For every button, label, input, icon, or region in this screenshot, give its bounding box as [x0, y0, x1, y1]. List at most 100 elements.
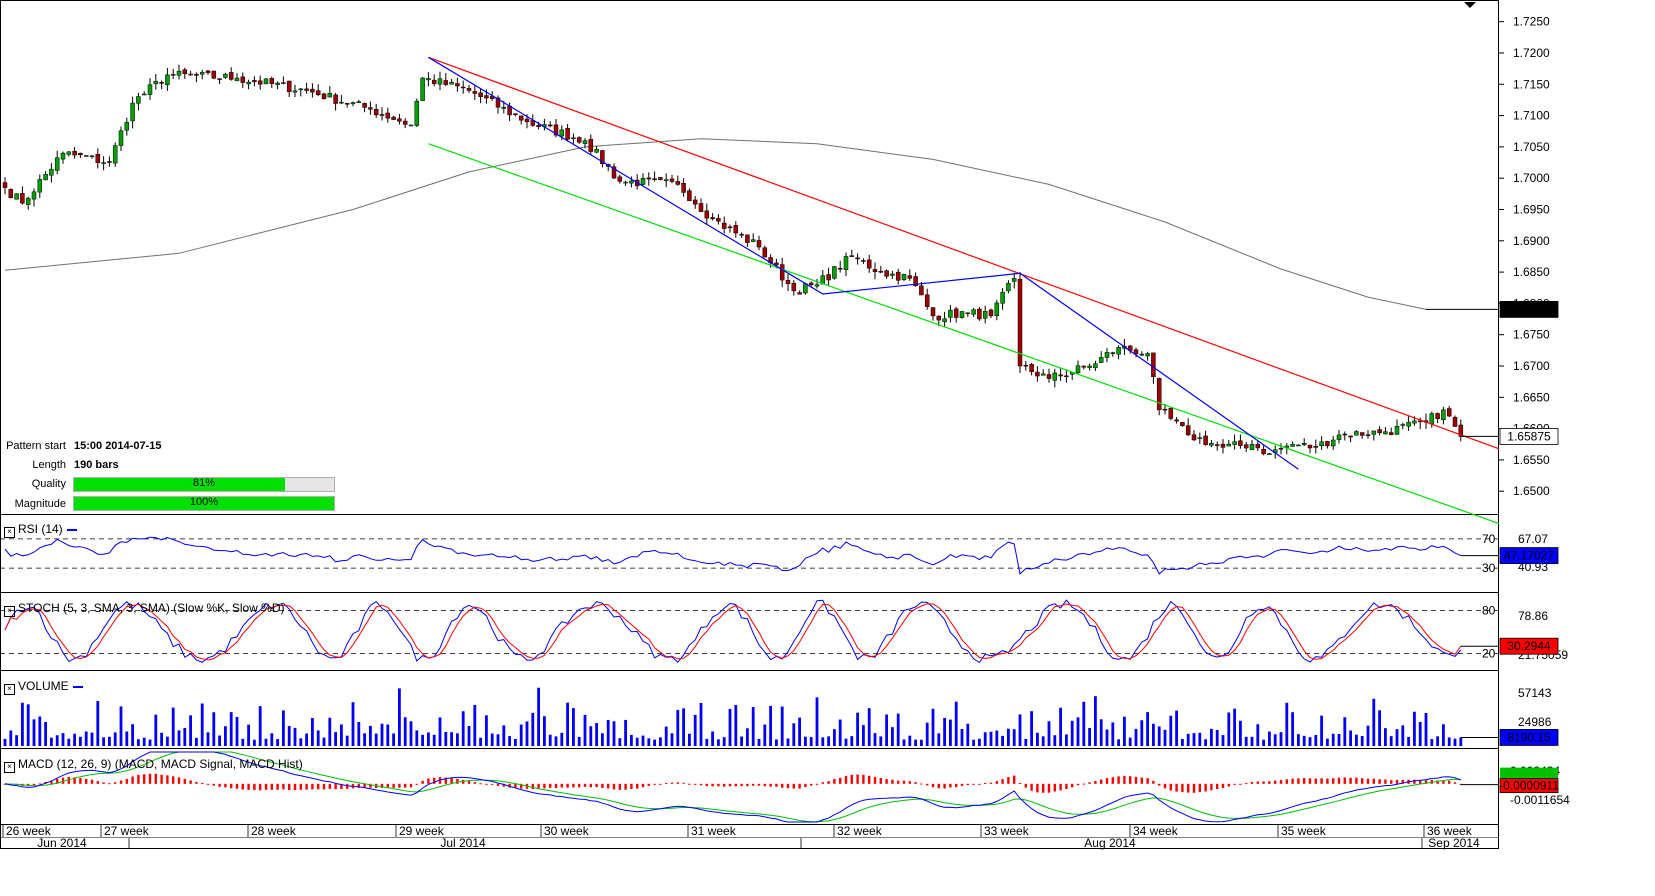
week-label: 36 week: [1427, 824, 1473, 838]
volume-bar: [1070, 720, 1074, 746]
volume-bar: [450, 732, 453, 746]
macd-hist-bar: [850, 774, 853, 784]
candle-body: [779, 264, 785, 281]
macd-hist-bar: [125, 778, 128, 784]
macd-hist-bar: [235, 783, 239, 789]
volume-toggle-icon[interactable]: ×: [4, 684, 15, 695]
volume-bar: [206, 732, 210, 746]
volume-bar: [270, 733, 274, 746]
volume-bar: [171, 707, 175, 746]
volume-bar: [728, 708, 732, 746]
candle-body: [675, 181, 681, 185]
macd-hist-bar: [595, 783, 598, 788]
magnitude-label: Magnitude: [14, 498, 66, 510]
scroll-triangle-icon[interactable]: [1464, 2, 1476, 8]
candle-body: [571, 137, 576, 140]
length-value: 190 bars: [74, 459, 119, 471]
macd-hist-bar: [380, 783, 384, 788]
week-label: 28 week: [251, 824, 297, 838]
candle-body: [762, 247, 768, 258]
candle-body: [1441, 409, 1446, 420]
candle-body: [472, 91, 478, 94]
candle-body: [629, 180, 634, 184]
candle-body: [304, 88, 309, 91]
macd-hist-bar: [873, 777, 877, 784]
volume-bar: [444, 731, 448, 746]
macd-hist-bar: [821, 782, 824, 784]
volume-bar: [966, 723, 970, 746]
candle-body: [339, 101, 344, 104]
volume-bar: [606, 719, 610, 746]
candle-body: [269, 78, 275, 84]
volume-bar: [1210, 728, 1213, 746]
candle-body: [1249, 444, 1255, 451]
candle-body: [199, 72, 205, 75]
macd-hist-bar: [792, 783, 795, 789]
stoch-toggle-icon[interactable]: ×: [4, 606, 15, 617]
candle-body: [518, 115, 524, 121]
candle-body: [559, 129, 565, 137]
volume-bar: [1401, 725, 1405, 746]
macd-hist-bar: [160, 774, 163, 784]
candle-body: [907, 275, 913, 279]
volume-bar: [1186, 733, 1190, 746]
price-tick-label: 1.7200: [1513, 46, 1550, 60]
macd-hist-bar: [1285, 779, 1288, 784]
volume-bar: [247, 724, 250, 746]
volume-bar: [676, 709, 680, 746]
volume-bar: [96, 701, 100, 746]
candle-body: [826, 274, 831, 281]
candle-body: [373, 109, 379, 116]
volume-bar: [757, 738, 761, 746]
candle-body: [1365, 434, 1371, 436]
volume-bar: [1018, 714, 1022, 746]
volume-bar: [664, 726, 668, 746]
volume-bar: [682, 708, 685, 746]
candle-body: [141, 93, 147, 96]
candle-body: [1301, 443, 1307, 445]
macd-hist-bar: [728, 783, 732, 787]
candle-body: [524, 118, 530, 123]
volume-bar: [833, 729, 836, 746]
candle-body: [101, 162, 106, 164]
volume-bar: [189, 715, 192, 746]
volume-bar: [218, 735, 221, 746]
volume-bar: [311, 718, 314, 746]
candle-body: [1006, 282, 1011, 292]
volume-bar: [432, 734, 436, 746]
macd-hist-bar: [1320, 778, 1323, 784]
volume-bar: [751, 707, 755, 746]
volume-bar: [1059, 707, 1062, 746]
volume-bar: [1343, 717, 1347, 746]
macd-hist-bar: [1221, 783, 1225, 788]
macd-hist-bar: [537, 783, 540, 789]
candle-body: [861, 260, 866, 262]
candle-body: [704, 210, 710, 219]
volume-bar: [1256, 724, 1260, 746]
rsi-toggle-icon[interactable]: ×: [4, 527, 15, 538]
macd-hist-bar: [1355, 777, 1358, 784]
candle-body: [1330, 439, 1336, 447]
volume-bar: [885, 714, 888, 746]
macd-hist-bar: [409, 783, 413, 788]
magnitude-value: 100%: [189, 496, 219, 508]
volume-bar: [1053, 735, 1057, 746]
volume-bar: [896, 713, 900, 746]
volume-bar: [717, 739, 720, 746]
candle-body: [147, 84, 153, 95]
macd-hist-bar: [201, 783, 204, 785]
macd-hist-bar: [189, 780, 192, 784]
volume-bar: [670, 733, 674, 746]
volume-axis-label-high: 57143: [1518, 686, 1552, 700]
candle-body: [153, 80, 159, 85]
macd-hist-bar: [943, 783, 946, 789]
macd-hist-bar: [1013, 775, 1016, 784]
macd-hist-bar: [543, 783, 546, 789]
macd-title-text: MACD (12, 26, 9) (MACD, MACD Signal, MAC…: [18, 757, 303, 771]
candle-body: [414, 100, 420, 126]
candle-body: [1058, 374, 1063, 377]
macd-hist-bar: [177, 777, 181, 784]
candle-body: [884, 270, 889, 277]
macd-toggle-icon[interactable]: ×: [4, 762, 15, 773]
